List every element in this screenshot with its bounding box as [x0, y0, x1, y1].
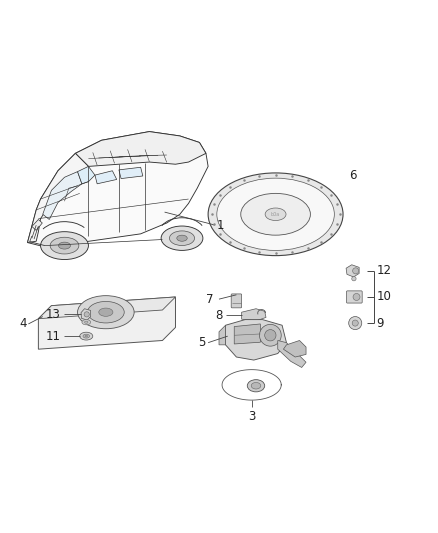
Ellipse shape — [59, 242, 71, 249]
Text: 7: 7 — [206, 293, 214, 306]
Ellipse shape — [217, 178, 334, 251]
Ellipse shape — [83, 334, 89, 338]
Ellipse shape — [208, 173, 343, 256]
Polygon shape — [242, 309, 266, 321]
Circle shape — [353, 268, 359, 274]
Circle shape — [353, 294, 360, 301]
Ellipse shape — [50, 237, 79, 254]
Text: 13: 13 — [46, 308, 60, 321]
Ellipse shape — [88, 302, 124, 323]
Text: 5: 5 — [198, 336, 205, 349]
Circle shape — [352, 320, 358, 326]
Polygon shape — [75, 132, 206, 166]
Polygon shape — [283, 341, 306, 357]
Ellipse shape — [247, 379, 265, 392]
Ellipse shape — [170, 231, 194, 246]
Polygon shape — [39, 297, 176, 319]
Circle shape — [349, 317, 362, 329]
Polygon shape — [346, 265, 359, 277]
Polygon shape — [39, 297, 176, 349]
Text: 11: 11 — [46, 329, 60, 343]
Polygon shape — [95, 171, 117, 184]
Ellipse shape — [241, 193, 311, 235]
Text: 9: 9 — [377, 317, 384, 329]
Polygon shape — [119, 167, 143, 179]
Polygon shape — [234, 324, 260, 344]
Text: b0a: b0a — [271, 212, 280, 217]
Text: 1: 1 — [217, 219, 224, 232]
Ellipse shape — [80, 332, 93, 340]
FancyBboxPatch shape — [231, 294, 242, 308]
Polygon shape — [219, 325, 226, 345]
Ellipse shape — [99, 308, 113, 316]
Polygon shape — [28, 154, 88, 243]
Polygon shape — [32, 220, 42, 230]
Text: 8: 8 — [215, 309, 223, 322]
Circle shape — [259, 325, 281, 346]
Polygon shape — [226, 320, 286, 360]
Ellipse shape — [177, 235, 187, 241]
Circle shape — [265, 329, 276, 341]
Ellipse shape — [78, 296, 134, 329]
Text: 4: 4 — [19, 318, 27, 330]
Text: 6: 6 — [350, 168, 357, 182]
Polygon shape — [81, 309, 91, 320]
Polygon shape — [43, 172, 82, 220]
Ellipse shape — [85, 321, 88, 324]
Ellipse shape — [251, 383, 261, 389]
Ellipse shape — [265, 208, 286, 221]
Ellipse shape — [41, 232, 88, 260]
Circle shape — [352, 277, 356, 281]
Ellipse shape — [85, 335, 88, 337]
Circle shape — [84, 312, 89, 317]
Polygon shape — [28, 132, 208, 247]
Ellipse shape — [161, 226, 203, 251]
Polygon shape — [278, 341, 306, 367]
Ellipse shape — [82, 320, 91, 325]
Text: 3: 3 — [248, 410, 255, 423]
FancyBboxPatch shape — [346, 291, 362, 303]
Text: 12: 12 — [377, 264, 392, 277]
Polygon shape — [78, 166, 95, 184]
Text: 10: 10 — [377, 290, 392, 303]
